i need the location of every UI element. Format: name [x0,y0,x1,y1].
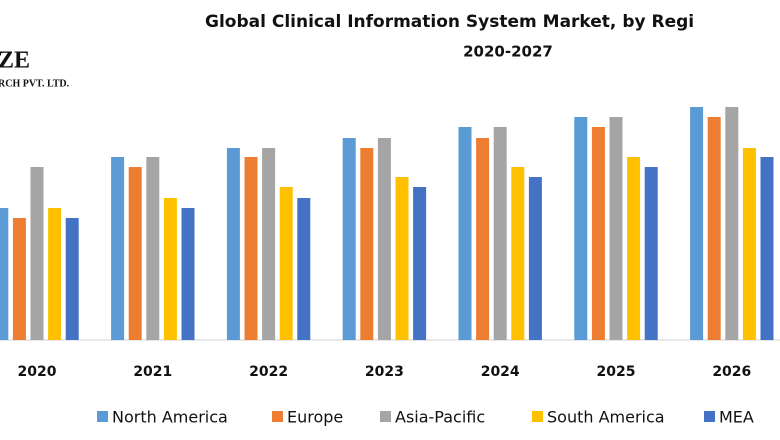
bar [111,157,125,340]
legend-label: North America [112,408,228,427]
legend-swatch [272,411,283,422]
bar [707,117,721,340]
legend-label: MEA [719,408,754,427]
bar [244,157,258,340]
logo-text: ZE [0,48,30,74]
bar [128,167,142,340]
bar [574,117,588,340]
legend-swatch [380,411,391,422]
legend-label: South America [547,408,665,427]
bar [476,138,490,340]
bar [413,187,427,340]
x-tick-label: 2022 [249,364,288,380]
bar [0,208,9,340]
legend-swatch [532,411,543,422]
legend-label: Europe [287,408,343,427]
x-tick-label: 2026 [712,364,751,380]
bar [644,167,658,340]
bar [146,157,160,340]
logo-subtext: RCH PVT. LTD. [0,78,70,89]
bar [493,127,507,340]
chart-subtitle: 2020-2027 [463,43,553,61]
bar [377,138,391,340]
legend-label: Asia-Pacific [395,408,485,427]
x-tick-label: 2020 [18,364,57,380]
bar [12,218,26,340]
x-tick-label: 2023 [365,364,404,380]
legend-swatch [704,411,715,422]
x-tick-label: 2025 [597,364,636,380]
bar [528,177,542,340]
legend-swatch [97,411,108,422]
bar [342,138,356,340]
bar [458,127,472,340]
bar [627,157,641,340]
bar [591,127,605,340]
chart-title: Global Clinical Information System Marke… [205,12,694,32]
bar [690,107,704,340]
bar [742,148,756,340]
bar [226,148,240,340]
bar [360,148,374,340]
bar [395,177,409,340]
bar [609,117,623,340]
bar [279,187,293,340]
bar [30,167,44,340]
bar [297,198,311,340]
bar [181,208,195,340]
bar [163,198,177,340]
x-tick-label: 2021 [133,364,172,380]
bar [48,208,62,340]
bar [511,167,525,340]
bar [725,107,739,340]
bar [760,157,774,340]
bar [65,218,79,340]
bar [262,148,276,340]
x-tick-label: 2024 [481,364,520,380]
